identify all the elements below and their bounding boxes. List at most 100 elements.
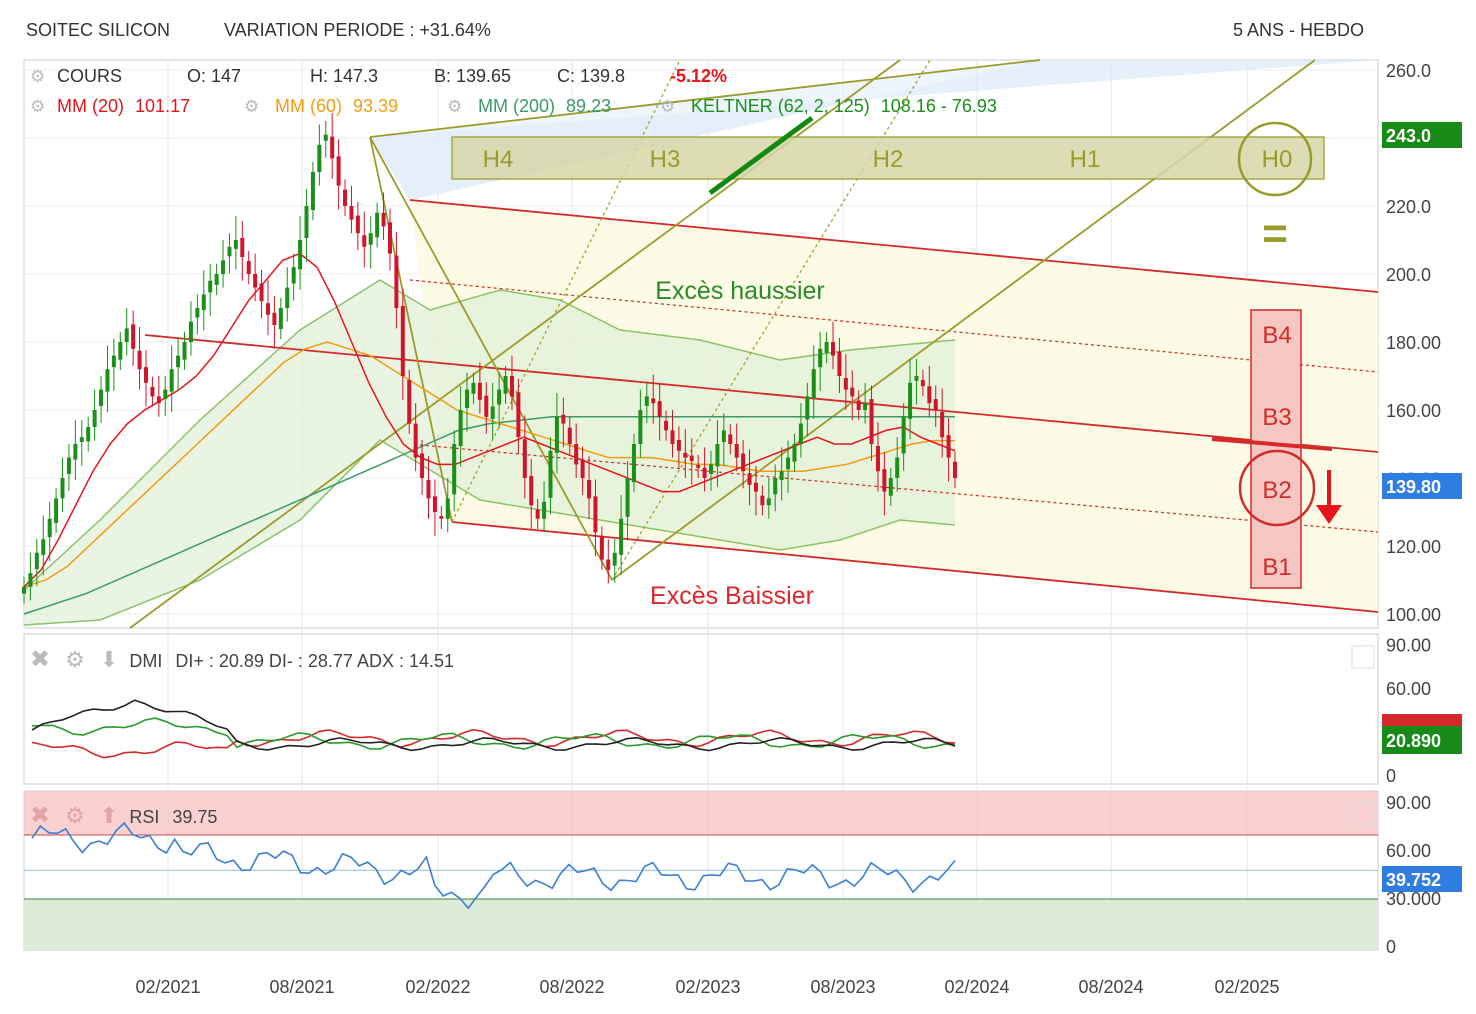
candle-body <box>631 444 636 483</box>
candle-body <box>471 382 476 394</box>
candle-body <box>208 280 213 293</box>
excess-down-label: Excès Baissier <box>650 582 814 610</box>
gear-icon[interactable]: ⚙ <box>244 97 260 116</box>
h0-circle <box>1237 121 1313 197</box>
candle-body <box>747 473 752 485</box>
x-tick-label: 08/2021 <box>269 977 334 997</box>
dmi-panel <box>23 633 1379 785</box>
excess-up-label: Excès haussier <box>655 277 825 305</box>
candle-body <box>131 324 136 349</box>
breakout-marker <box>708 115 814 196</box>
candle-body <box>445 498 450 519</box>
candle-body <box>124 328 129 342</box>
candle-body <box>863 403 868 410</box>
candle-body <box>278 308 283 330</box>
price-tick-label: 120.00 <box>1386 537 1441 557</box>
candle-body <box>837 351 842 376</box>
period-selector[interactable]: 5 ANS - HEBDO <box>1232 20 1364 40</box>
channel-dotted-lower <box>419 444 1379 533</box>
rsi-badge-text: 39.752 <box>1386 870 1441 890</box>
candle-body <box>111 355 116 368</box>
candle-body <box>824 342 829 353</box>
equals-sign: = <box>1262 209 1288 258</box>
legend-change: -5.12% <box>670 66 728 86</box>
legend-high: H: 147.3 <box>310 66 379 86</box>
close-icon[interactable]: ✖ <box>30 802 51 829</box>
keltner-value: 108.16 - 76.93 <box>880 96 997 116</box>
mm20-value: 101.17 <box>135 96 191 116</box>
candle-body <box>946 435 951 458</box>
candle-body <box>452 444 457 495</box>
fan-line-5 <box>369 59 1041 138</box>
candle-body <box>895 457 900 478</box>
candle-body <box>721 430 726 442</box>
candle-body <box>805 396 810 420</box>
candle-body <box>323 134 328 141</box>
dmi-plus-badge <box>1382 726 1462 754</box>
candle-body <box>779 471 784 481</box>
candle-body <box>657 401 662 417</box>
candle-body <box>253 274 258 288</box>
candle-body <box>497 389 502 405</box>
candle-body <box>638 410 643 444</box>
candle-body <box>709 464 714 474</box>
arrow-up-icon[interactable]: ⬆ <box>99 803 119 828</box>
candle-body <box>28 573 33 587</box>
rsi-tick-label: 30.000 <box>1386 889 1441 909</box>
gear-icon[interactable]: ⚙ <box>30 67 46 86</box>
candle-body <box>888 478 893 496</box>
candle-body <box>593 496 598 533</box>
dmi-minus-line <box>31 728 956 759</box>
dmi-badge-text: 20.890 <box>1386 731 1441 751</box>
candle-body <box>298 240 303 270</box>
mm200-line <box>23 416 955 615</box>
high-badge-text: 243.0 <box>1386 126 1431 146</box>
candle-body <box>927 386 932 404</box>
candle-body <box>715 444 720 467</box>
candle-body <box>477 382 482 400</box>
gear-icon[interactable]: ⚙ <box>65 803 85 828</box>
legend-low: B: 139.65 <box>434 66 512 86</box>
candle-body <box>818 348 823 368</box>
candle-body <box>41 539 46 555</box>
candle-body <box>330 136 335 159</box>
candle-body <box>304 206 309 238</box>
h-level-label: H3 <box>650 146 681 173</box>
candle-body <box>728 434 733 444</box>
candle-body <box>86 427 91 442</box>
legend-keltner: ⚙ KELTNER (62, 2, 125) 108.16 - 76.93 <box>660 96 997 117</box>
b2-circle <box>1238 449 1316 527</box>
candle-body <box>753 482 758 492</box>
b-band <box>1250 309 1302 589</box>
gear-icon[interactable]: ⚙ <box>65 647 85 672</box>
close-icon[interactable]: ✖ <box>30 646 51 673</box>
candle-body <box>689 455 694 461</box>
gear-icon[interactable]: ⚙ <box>447 97 463 116</box>
mm200-value: 89.23 <box>566 96 612 116</box>
candle-body <box>432 496 437 512</box>
candle-body <box>670 430 675 444</box>
gear-icon[interactable]: ⚙ <box>30 97 46 116</box>
fan-dotted-1 <box>451 59 681 523</box>
candle-body <box>143 367 148 383</box>
candle-body <box>54 498 59 523</box>
candle-body <box>516 392 521 438</box>
candle-body <box>188 321 193 342</box>
candle-body <box>201 294 206 311</box>
keltner-lower <box>23 439 956 626</box>
candle-body <box>227 246 232 257</box>
candle-body <box>786 457 791 470</box>
candle-body <box>920 380 925 387</box>
candle-body <box>99 389 104 406</box>
high-badge <box>1382 122 1462 148</box>
candle-body <box>387 222 392 254</box>
candle-body <box>509 376 514 397</box>
channel-dotted-upper <box>409 279 1379 373</box>
candle-body <box>901 416 906 454</box>
candle-body <box>465 389 470 408</box>
arrow-down-icon[interactable]: ⬇ <box>99 647 119 672</box>
candle-body <box>933 399 938 410</box>
candle-body <box>953 461 957 478</box>
gear-icon[interactable]: ⚙ <box>660 97 676 116</box>
